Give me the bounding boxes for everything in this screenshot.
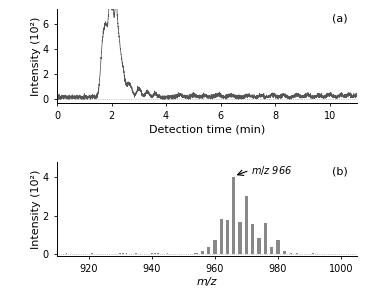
X-axis label: m/z: m/z (197, 277, 217, 287)
Bar (201, 251, 204, 254)
Bar (312, 253, 314, 254)
Bar (194, 253, 198, 254)
Bar (238, 222, 242, 254)
Bar (283, 251, 286, 254)
Bar (94, 253, 96, 254)
Bar (170, 253, 171, 254)
Bar (157, 253, 159, 254)
Bar (207, 247, 210, 254)
Bar (258, 238, 261, 254)
Bar (163, 253, 165, 254)
Y-axis label: Intensity (10²): Intensity (10²) (31, 169, 41, 249)
Text: $m/z$ 966: $m/z$ 966 (251, 164, 291, 177)
Text: (b): (b) (332, 166, 348, 176)
Bar (213, 240, 216, 254)
Bar (331, 253, 333, 254)
Bar (232, 177, 236, 254)
Bar (347, 253, 348, 254)
Bar (309, 253, 311, 254)
Bar (315, 253, 317, 254)
Bar (293, 253, 295, 254)
Bar (63, 253, 64, 254)
Bar (123, 253, 124, 254)
Bar (151, 253, 153, 254)
Bar (135, 253, 137, 254)
Bar (220, 219, 223, 254)
Bar (167, 253, 169, 254)
Bar (325, 253, 326, 254)
Bar (245, 196, 248, 254)
Bar (119, 253, 121, 254)
Bar (251, 224, 254, 254)
Bar (264, 223, 267, 254)
Bar (296, 253, 298, 254)
Bar (69, 253, 71, 254)
Bar (154, 253, 156, 254)
Bar (88, 253, 89, 254)
Y-axis label: Intensity (10²): Intensity (10²) (31, 16, 41, 96)
Bar (91, 253, 93, 254)
Bar (66, 253, 67, 254)
Text: (a): (a) (332, 13, 348, 24)
Bar (125, 253, 127, 254)
Bar (270, 247, 273, 254)
Bar (226, 221, 229, 254)
X-axis label: Detection time (min): Detection time (min) (149, 124, 265, 134)
Bar (132, 253, 134, 254)
Bar (141, 253, 143, 254)
Bar (100, 253, 102, 254)
Bar (290, 253, 291, 254)
Bar (276, 240, 280, 254)
